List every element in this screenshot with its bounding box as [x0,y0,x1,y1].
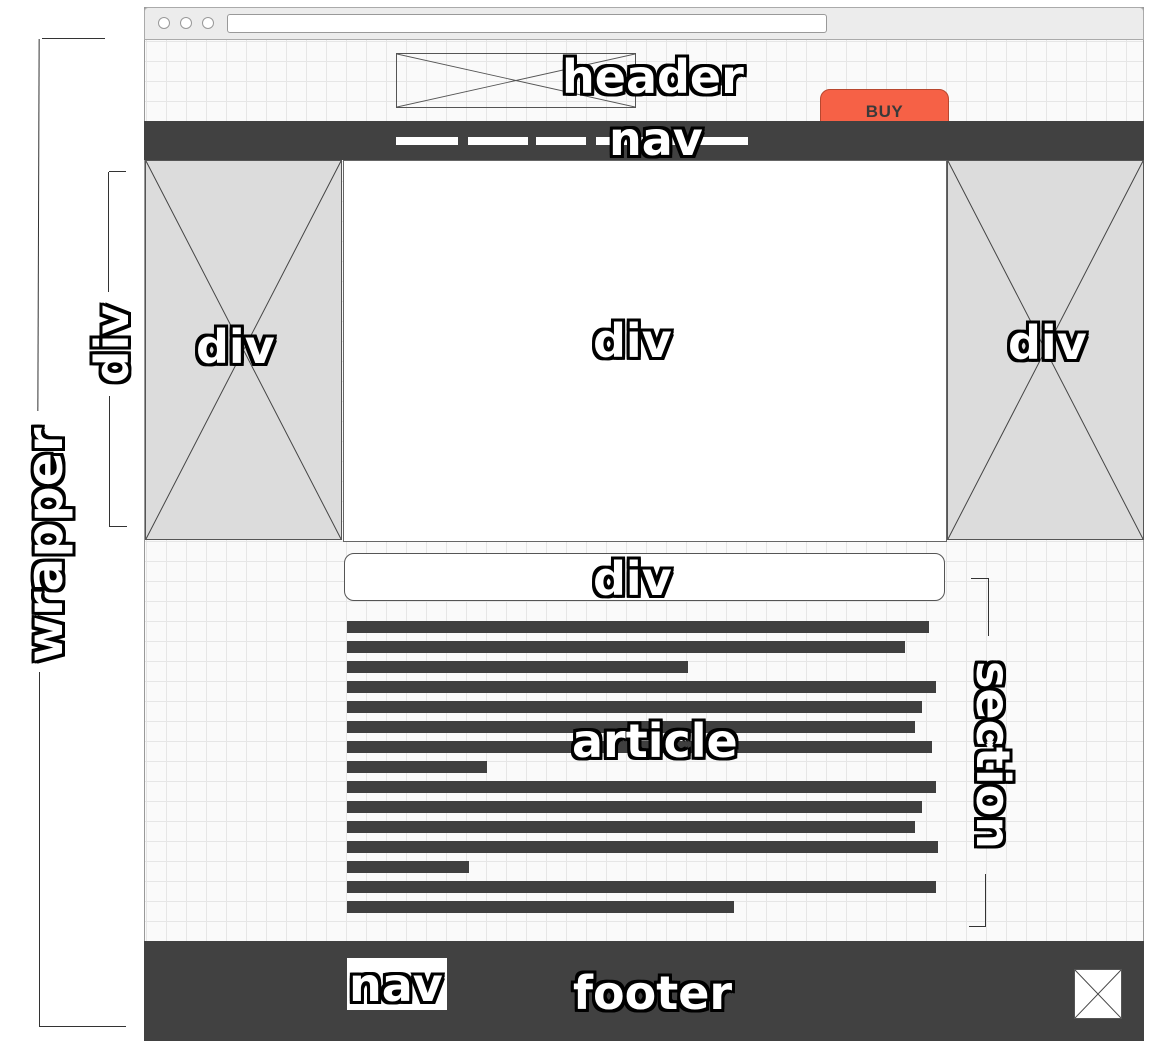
article-line [347,901,734,913]
wrapper-label: wrapper [16,427,74,663]
div-bar-label: div [593,552,672,606]
nav-top-label: nav [609,112,703,166]
browser-titlebar [144,7,1144,40]
footer-nav-block[interactable] [347,958,447,1010]
article-line [347,621,929,633]
section-label: section [966,661,1020,849]
article-line [347,701,922,713]
article-line [347,721,915,733]
nav-link-3[interactable] [536,137,586,145]
article-line [347,681,936,693]
header-label: header [562,50,744,104]
wrapper-bracket-bottom [39,1026,126,1027]
div-side-label: div [85,304,139,384]
article-line [347,641,905,653]
section-bracket-upper-line [988,578,989,636]
window-dot-close[interactable] [158,17,170,29]
nav-link-5[interactable] [666,137,748,145]
article-line [347,761,487,773]
article-line [347,661,688,673]
article-line [347,741,932,753]
div-center-label: div [593,314,672,368]
div-left-label: div [196,320,275,374]
window-dot-minimize[interactable] [180,17,192,29]
window-dot-maximize[interactable] [202,17,214,29]
article-label: article [572,714,738,768]
wrapper-bracket-top [42,38,105,39]
footer-bar [144,941,1144,1041]
center-content-box [343,160,947,542]
footer-nav-label: nav [349,958,443,1012]
article-line [347,881,936,893]
left-image-placeholder [145,160,342,540]
div-bracket-upper-line [108,172,109,292]
footer-label: footer [573,966,733,1020]
div-bracket-bottom [109,526,127,527]
section-bracket-top [971,578,988,579]
rounded-div-bar [344,553,945,601]
article-line [347,841,938,853]
div-bracket-top [109,171,126,172]
right-image-placeholder [947,160,1144,540]
article-line [347,801,922,813]
article-line [347,781,936,793]
footer-image-placeholder [1074,969,1122,1019]
nav-link-1[interactable] [396,137,458,145]
nav-link-2[interactable] [468,137,528,145]
article-line [347,821,915,833]
header-logo-placeholder [396,53,636,108]
nav-link-4[interactable] [596,137,656,145]
section-bracket-bottom [969,926,986,927]
address-bar[interactable] [227,14,827,33]
article-line [347,861,469,873]
div-bracket-lower-line [109,396,110,526]
section-bracket-lower-line [985,874,986,926]
div-right-label: div [1008,316,1087,370]
wrapper-bracket-lower-line [39,672,40,1026]
wrapper-bracket-upper-line [37,39,40,411]
